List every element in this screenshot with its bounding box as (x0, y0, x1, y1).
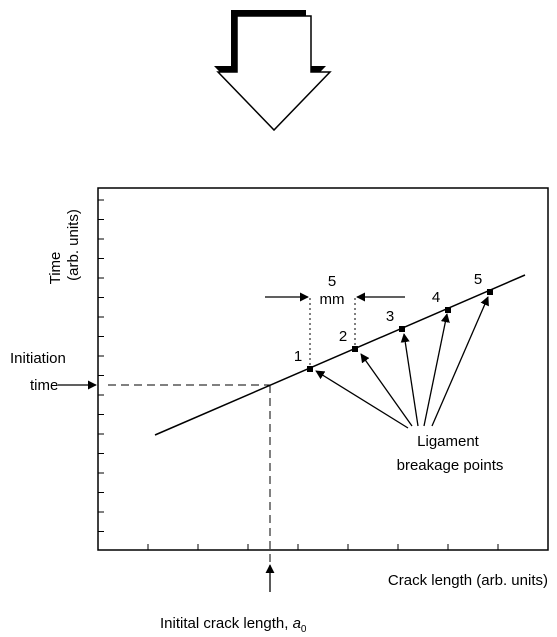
points: 1 2 3 4 5 (294, 271, 493, 372)
ticks (98, 199, 499, 550)
ligament-label: breakage points (397, 457, 504, 474)
y-axis-label: (arb. units) (65, 209, 82, 281)
point (352, 346, 358, 352)
spacing-value: 5 (328, 273, 336, 290)
point (307, 366, 313, 372)
ligament-arrows (315, 296, 489, 429)
point-label: 3 (386, 308, 394, 325)
y-axis-label: Time (47, 252, 64, 285)
point (487, 289, 493, 295)
point (445, 307, 451, 313)
trend-line (154, 274, 526, 436)
point (399, 326, 405, 332)
initial-crack-label: Initital crack length, a0 (160, 615, 307, 635)
ligament-label: Ligament (417, 433, 480, 450)
big-arrow (214, 10, 332, 132)
x-axis-label: Crack length (arb. units) (388, 572, 548, 589)
initiation-label: time (30, 377, 58, 394)
spacing-unit: mm (320, 291, 345, 308)
plot-frame (97, 187, 549, 551)
point-label: 1 (294, 348, 302, 365)
initiation-label: Initiation (10, 350, 66, 367)
point-label: 2 (339, 328, 347, 345)
point-label: 5 (474, 271, 482, 288)
point-label: 4 (432, 289, 440, 306)
